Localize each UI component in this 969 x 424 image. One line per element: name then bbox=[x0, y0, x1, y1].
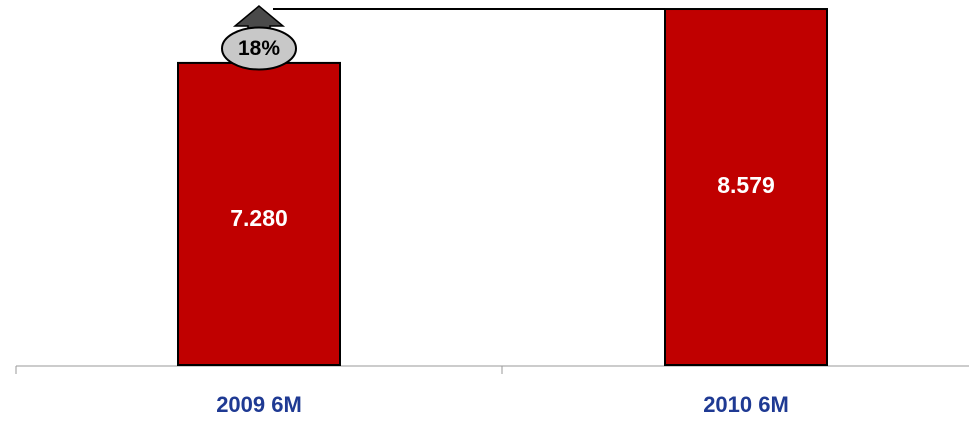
x-axis bbox=[15, 365, 969, 374]
bar-2010-6m bbox=[664, 8, 828, 366]
growth-annotation: 18% bbox=[221, 5, 665, 71]
bars bbox=[177, 8, 828, 366]
bar-value-label: 7.280 bbox=[230, 205, 288, 231]
growth-badge bbox=[221, 26, 297, 71]
bar-value-label: 8.579 bbox=[717, 172, 775, 198]
labels: 7.280 2009 6M 8.579 2010 6M bbox=[216, 172, 789, 417]
growth-percentage: 18% bbox=[238, 37, 280, 60]
category-label: 2009 6M bbox=[216, 392, 302, 417]
category-label: 2010 6M bbox=[703, 392, 789, 417]
bar-2009-6m bbox=[177, 61, 341, 366]
